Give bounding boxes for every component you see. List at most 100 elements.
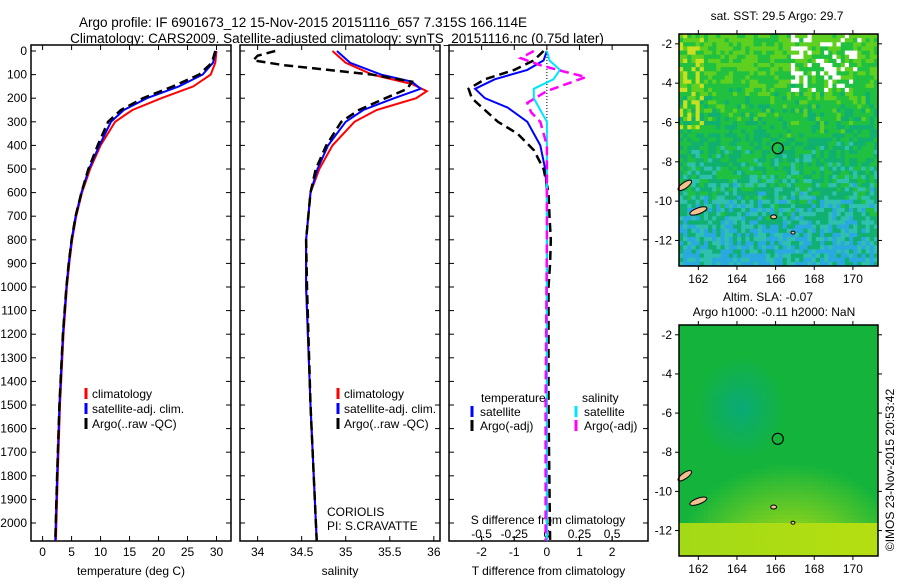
s-tick-label: 0.5 [604, 527, 621, 541]
x-tick-label: 25 [181, 545, 195, 559]
legend-label: climatology [344, 387, 404, 401]
plot-frame [31, 45, 231, 541]
x-tick-label: 162 [688, 272, 708, 286]
legend-label: Argo(-adj) [480, 419, 533, 433]
sla-map-panel: 162 164 166 168 170 -2 -4 -6 -8 -10 -12 Altim. SLA:… [655, 290, 882, 576]
x-tick-label: 34.5 [290, 545, 314, 559]
x-tick-label: 170 [843, 562, 863, 576]
legend-label: climatology [92, 387, 152, 401]
title-line-1: Argo profile: IF 6901673_12 15-Nov-2015 … [79, 15, 527, 30]
y-tick-label: -2 [661, 328, 672, 342]
map-title: sat. SST: 29.5 Argo: 29.7 [711, 9, 844, 23]
y-tick-label: 1100 [1, 304, 27, 318]
x-tick-label: 5 [68, 545, 75, 559]
s-axis-label: S difference from climatology [471, 513, 626, 527]
y-tick-label: 1400 [0, 374, 27, 388]
salinity-panel: 34 34.5 35 35.5 36 salinity climatologysatelli… [240, 45, 441, 578]
y-tick-label: -4 [661, 76, 672, 90]
y-tick-label: 1500 [0, 398, 27, 412]
y-tick-label: 700 [7, 209, 27, 223]
x-tick-label: 0 [39, 545, 46, 559]
y-tick-label: 1700 [0, 445, 27, 459]
s-tick-label: -0.25 [501, 527, 529, 541]
legend-heading: temperature [481, 391, 546, 405]
temperature-panel: 0100200300400500600700800900100011001200… [0, 44, 231, 578]
legend-label: Argo(..raw -QC) [344, 417, 429, 431]
y-tick-label: 900 [7, 256, 27, 270]
title-line-2: Climatology: CARS2009. Satellite-adjuste… [70, 31, 604, 46]
y-tick-label: -8 [661, 445, 672, 459]
y-tick-label: -6 [661, 115, 672, 129]
map-title: Altim. SLA: -0.07 [723, 290, 813, 304]
island-land [791, 521, 795, 524]
y-tick-label: 0 [20, 44, 27, 58]
x-tick-label: 15 [123, 545, 137, 559]
legend-label: Argo(..raw -QC) [92, 417, 177, 431]
x-tick-label: 162 [688, 562, 708, 576]
x-tick-label: 35.5 [378, 545, 402, 559]
y-tick-label: -8 [661, 155, 672, 169]
y-tick-label: -4 [661, 367, 672, 381]
y-tick-label: -12 [655, 233, 673, 247]
x-tick-label: 164 [727, 562, 747, 576]
x-tick-label: 0 [544, 545, 551, 559]
y-tick-label: 1800 [0, 469, 27, 483]
y-tick-label: 600 [7, 186, 27, 200]
x-tick-label: 168 [804, 272, 824, 286]
island-land [791, 231, 795, 234]
y-tick-label: -6 [661, 406, 672, 420]
legend-label: satellite [584, 405, 625, 419]
y-tick-label: -2 [661, 37, 672, 51]
x-tick-label: 164 [727, 272, 747, 286]
y-tick-label: 1600 [0, 422, 27, 436]
y-tick-label: -10 [655, 194, 673, 208]
y-tick-label: 1900 [0, 492, 27, 506]
credit-text: ©IMOS 23-Nov-2015 20:53:42 [883, 389, 897, 552]
y-tick-label: -10 [655, 484, 673, 498]
y-tick-label: 500 [7, 162, 27, 176]
legend-label: satellite-adj. clim. [92, 402, 184, 416]
y-tick-label: -12 [655, 524, 673, 538]
x-tick-label: -1 [509, 545, 520, 559]
x-tick-label: 1 [576, 545, 583, 559]
y-tick-label: 2000 [0, 516, 27, 530]
x-tick-label: 34 [251, 545, 265, 559]
x-axis-label: T difference from climatology [472, 564, 626, 578]
x-tick-label: 166 [766, 562, 786, 576]
x-tick-label: 10 [94, 545, 108, 559]
y-tick-label: 1000 [0, 280, 27, 294]
x-tick-label: 166 [766, 272, 786, 286]
sst-map-panel: 162 164 166 168 170 -2 -4 -6 -8 -10 -12 sat. SST: 2… [655, 9, 882, 286]
y-tick-label: 200 [7, 91, 27, 105]
island-land [771, 215, 777, 219]
x-tick-label: 36 [427, 545, 441, 559]
map-title: Argo h1000: -0.11 h2000: NaN [693, 305, 856, 319]
s-tick-label: 0.25 [568, 527, 592, 541]
x-tick-label: 20 [152, 545, 166, 559]
heatmap-cells [679, 325, 879, 557]
difference-panel: -2 -1 0 1 2 T difference from climatology -0.5… [449, 45, 648, 578]
island-land [771, 505, 777, 509]
x-axis-label: salinity [322, 564, 359, 578]
x-tick-label: -2 [476, 545, 487, 559]
annotation-text: CORIOLIS [327, 505, 384, 519]
x-tick-label: 170 [843, 272, 863, 286]
annotation-text: PI: S.CRAVATTE [327, 519, 418, 533]
x-tick-label: 168 [804, 562, 824, 576]
s-tick-label: -0.5 [471, 527, 492, 541]
x-tick-label: 2 [609, 545, 616, 559]
x-tick-label: 35 [339, 545, 353, 559]
legend-label: satellite-adj. clim. [344, 402, 436, 416]
legend-label: satellite [480, 405, 521, 419]
y-tick-label: 1200 [0, 327, 27, 341]
y-tick-label: 1300 [0, 351, 27, 365]
x-tick-label: 30 [210, 545, 224, 559]
plot-frame [240, 45, 440, 541]
y-tick-label: 100 [7, 68, 27, 82]
y-tick-label: 400 [7, 138, 27, 152]
y-tick-label: 800 [7, 233, 27, 247]
y-tick-label: 300 [7, 115, 27, 129]
heatmap-cells [679, 34, 879, 267]
legend-heading: salinity [582, 391, 619, 405]
